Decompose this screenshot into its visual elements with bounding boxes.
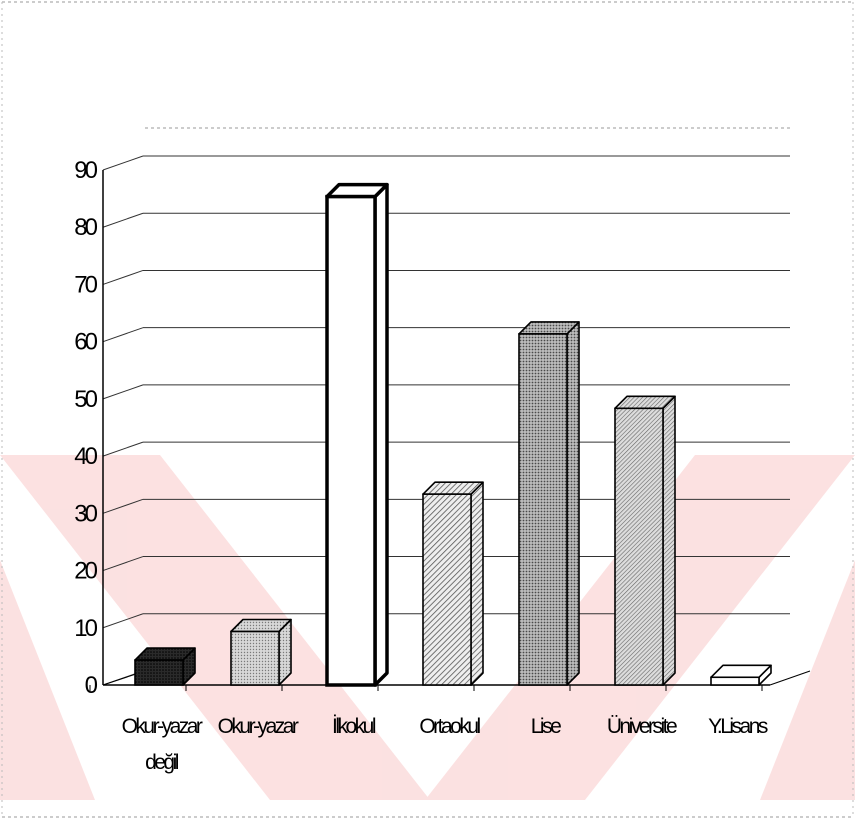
y-tick-label: 30 [74, 500, 97, 527]
bar-4 [422, 481, 484, 686]
x-tick-label: Üniversite [607, 715, 677, 738]
y-tick-label: 0 [85, 672, 98, 699]
bar-front [134, 659, 184, 686]
bar-side [373, 182, 389, 687]
x-tick-label: Y.Lisans [708, 715, 768, 738]
bar-1 [134, 647, 196, 686]
bar-side [470, 481, 484, 686]
y-tick-label: 80 [74, 214, 97, 241]
bar-front [422, 493, 472, 686]
bar-front [518, 333, 568, 686]
wall-line [102, 384, 144, 400]
y-tick-label: 20 [74, 558, 97, 585]
bar-top [325, 182, 389, 199]
bar-front [614, 407, 664, 686]
bar-front [230, 630, 280, 686]
wall-line [102, 613, 144, 629]
bar-7 [710, 664, 772, 686]
wall-line [102, 269, 144, 285]
bars [134, 182, 772, 687]
wall-line [102, 212, 144, 228]
y-tick-label: 40 [74, 443, 97, 470]
wall-line [102, 556, 144, 572]
x-tick-labels: Okur-yazar değil Okur-yazar İlkokul Ortaokul… [122, 715, 771, 774]
bar-front [710, 676, 760, 686]
wall-line [102, 441, 144, 457]
x-tick-label: İlkokul [332, 715, 376, 738]
bar-side [566, 321, 580, 686]
bar-6 [614, 395, 676, 686]
floor-edge [769, 670, 811, 686]
bar-3 [325, 182, 389, 687]
bar-side [662, 395, 676, 686]
bar-front [325, 194, 377, 687]
bar-5 [518, 321, 580, 686]
grid-lines [102, 155, 790, 686]
y-tick-labels: 0 10 20 30 40 50 60 70 80 90 [74, 157, 100, 699]
wall-line [102, 327, 144, 343]
y-tick-label: 90 [74, 157, 97, 184]
y-tick-label: 10 [74, 615, 97, 642]
y-tick-label: 60 [74, 329, 97, 356]
bar-2 [230, 618, 292, 686]
x-tick-label: Ortaokul [419, 715, 480, 738]
x-tick-label: Okur-yazar [218, 715, 299, 738]
y-tick-label: 50 [74, 386, 97, 413]
x-tick-label: değil [145, 751, 179, 774]
wall-line [102, 155, 144, 171]
x-tick-label: Okur-yazar [122, 715, 203, 738]
x-tick-label: Lise [531, 715, 561, 738]
wall-line [102, 498, 144, 514]
y-tick-label: 70 [74, 271, 97, 298]
